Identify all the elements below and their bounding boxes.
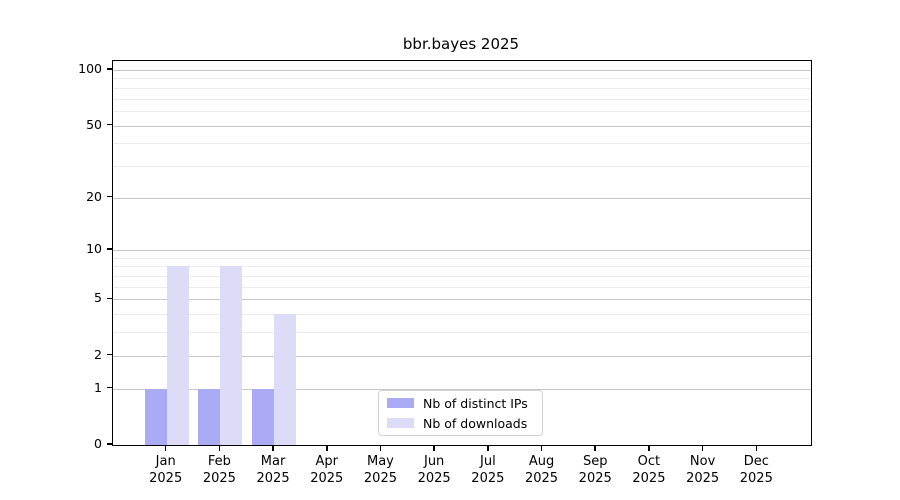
gridline-minor <box>113 78 811 80</box>
x-tick-label: Sep 2025 <box>578 454 612 486</box>
x-tick <box>648 445 650 451</box>
gridline-minor <box>113 286 811 288</box>
bar-downloads <box>166 266 189 445</box>
gridline-minor <box>113 98 811 100</box>
gridline-minor <box>113 276 811 278</box>
y-tick-label: 20 <box>86 188 102 204</box>
x-tick <box>218 445 221 451</box>
x-tick-label: Feb 2025 <box>202 454 236 486</box>
legend-row-distinct-ips: Nb of distinct IPs <box>387 395 542 412</box>
legend-swatch-distinct-ips <box>387 398 414 408</box>
y-tick-label: 0 <box>94 436 102 451</box>
gridline-minor <box>113 257 811 259</box>
y-tick-label: 2 <box>94 346 102 362</box>
legend-label-downloads: Nb of downloads <box>423 415 528 431</box>
gridline-major <box>113 355 811 357</box>
x-tick-label: Oct 2025 <box>632 454 666 486</box>
x-tick <box>379 445 382 451</box>
y-tick-label: 100 <box>78 61 102 76</box>
gridline-minor <box>113 110 811 112</box>
legend-row-downloads: Nb of downloads <box>387 415 542 432</box>
x-tick-label: Apr 2025 <box>310 454 344 486</box>
y-tick-label: 50 <box>86 116 102 132</box>
y-tick <box>107 195 112 198</box>
x-tick <box>755 445 758 451</box>
gridline-major <box>113 70 811 71</box>
y-tick <box>107 353 112 356</box>
x-tick <box>272 445 274 451</box>
chart-title: bbr.bayes 2025 <box>402 35 520 53</box>
gridline-minor <box>113 87 811 89</box>
x-tick-label: Dec 2025 <box>739 454 773 486</box>
y-tick <box>107 248 112 250</box>
x-tick <box>701 445 704 451</box>
bar-distinct-ips <box>252 388 275 445</box>
y-tick <box>107 68 112 70</box>
gridline-major <box>113 125 811 127</box>
bar-downloads <box>274 314 297 445</box>
bar-distinct-ips <box>144 388 167 445</box>
x-tick <box>164 445 167 451</box>
gridline-minor <box>113 332 811 334</box>
x-tick-label: Mar 2025 <box>256 454 290 486</box>
y-tick <box>107 123 112 126</box>
gridline-minor <box>113 314 811 316</box>
legend: Nb of distinct IPs Nb of downloads <box>378 390 543 436</box>
x-tick <box>433 445 435 451</box>
gridline-minor <box>113 165 811 167</box>
y-tick-label: 10 <box>86 241 102 257</box>
y-tick-label: 5 <box>94 290 102 306</box>
y-tick <box>107 386 112 389</box>
y-tick-label: 1 <box>94 379 102 395</box>
gridline-major <box>113 250 811 252</box>
x-tick-label: Aug 2025 <box>524 454 559 486</box>
gridline-major <box>113 299 811 301</box>
x-tick <box>487 445 489 451</box>
bar-distinct-ips <box>198 388 221 445</box>
gridline-minor <box>113 143 811 145</box>
legend-swatch-downloads <box>387 418 414 428</box>
gridline-major <box>113 197 811 199</box>
plot-area <box>112 60 812 446</box>
legend-label-distinct-ips: Nb of distinct IPs <box>423 395 528 411</box>
bar-downloads <box>220 266 243 445</box>
x-tick-label: May 2025 <box>363 454 397 486</box>
x-tick-label: Jul 2025 <box>471 454 505 486</box>
gridline-minor <box>113 266 811 268</box>
x-tick-label: Jan 2025 <box>149 454 183 486</box>
y-tick <box>107 297 112 300</box>
x-tick <box>594 445 596 451</box>
x-tick <box>326 445 328 451</box>
x-tick-label: Jun 2025 <box>417 454 451 486</box>
gridline-major <box>113 388 811 390</box>
y-tick <box>107 443 112 445</box>
x-tick <box>540 445 543 451</box>
x-tick-label: Nov 2025 <box>686 454 720 486</box>
